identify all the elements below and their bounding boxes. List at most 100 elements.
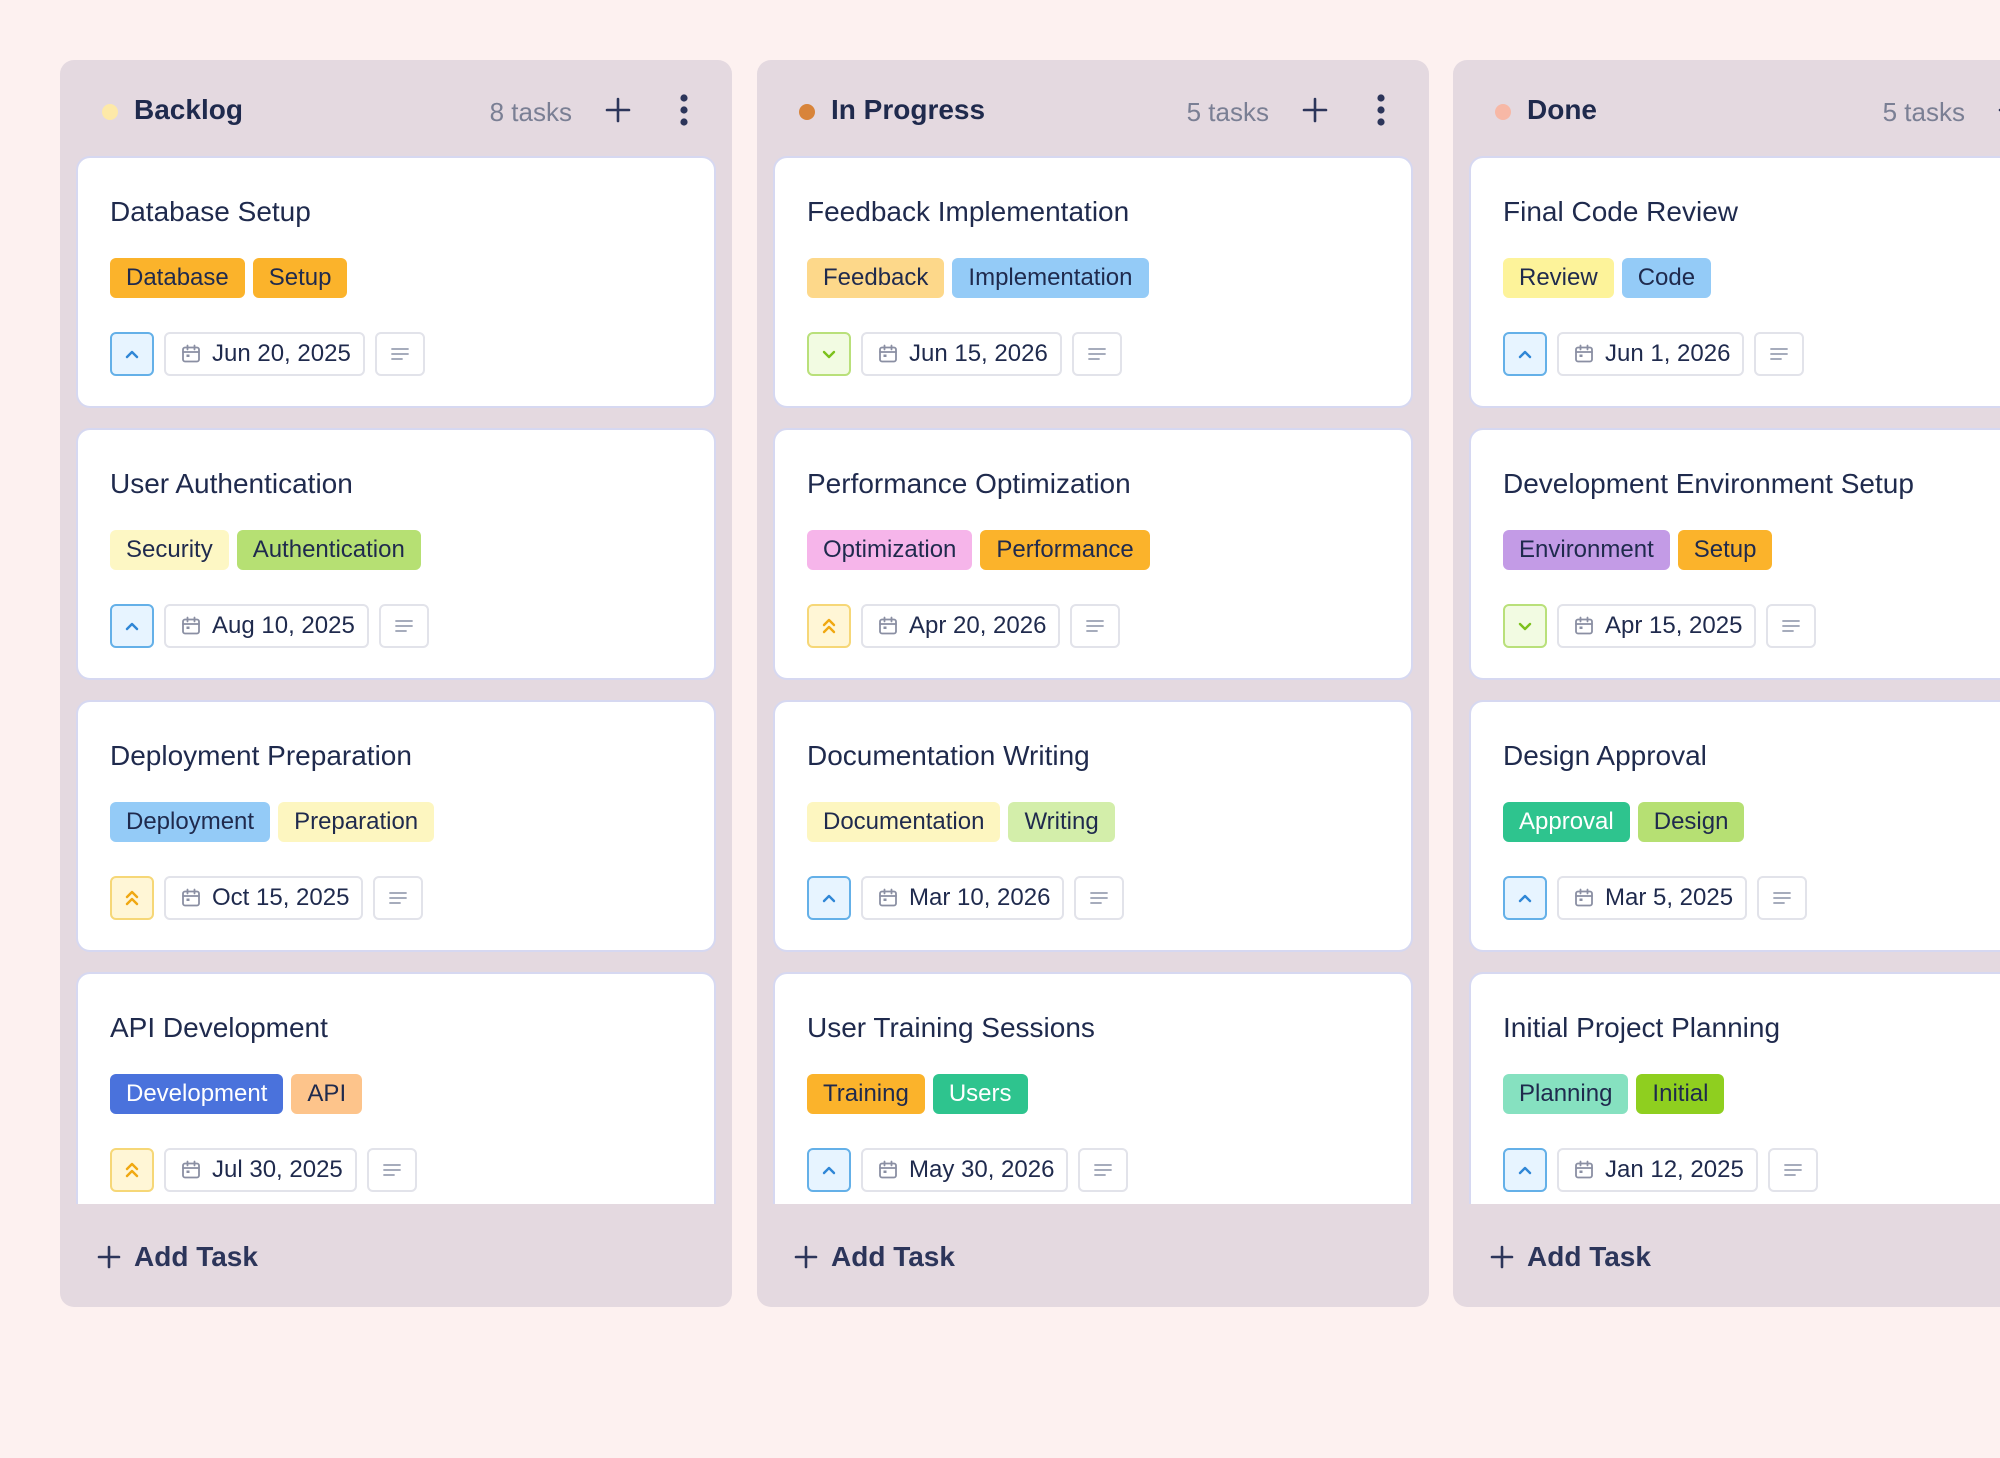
task-card[interactable]: User Training Sessions Training Users May 3…: [773, 972, 1413, 1204]
plus-icon: [1302, 97, 1328, 123]
column-done: Done 5 tasks Final Code Review Review Code…: [1453, 60, 2000, 1307]
due-date-button[interactable]: Jan 12, 2025: [1557, 1148, 1758, 1192]
calendar-icon: [1573, 887, 1595, 909]
due-date: Jul 30, 2025: [212, 1156, 343, 1183]
due-date: Mar 10, 2026: [909, 884, 1051, 911]
priority-button[interactable]: [110, 876, 154, 920]
calendar-icon: [1573, 615, 1595, 637]
column-header: Backlog 8 tasks: [60, 60, 732, 158]
tag: Optimization: [807, 530, 973, 570]
description-button[interactable]: [1767, 1148, 1818, 1192]
description-button[interactable]: [378, 604, 429, 648]
due-date-button[interactable]: Aug 10, 2025: [164, 604, 369, 648]
priority-button[interactable]: [1503, 1148, 1547, 1192]
priority-button[interactable]: [807, 876, 851, 920]
task-card[interactable]: User Authentication Security Authenticatio…: [76, 428, 716, 680]
card-meta: May 30, 2026: [807, 1148, 1129, 1192]
description-button[interactable]: [1754, 332, 1805, 376]
due-date-button[interactable]: Jul 30, 2025: [164, 1148, 357, 1192]
description-button[interactable]: [1074, 876, 1125, 920]
chevron-up-icon: [819, 888, 839, 908]
due-date-button[interactable]: Apr 20, 2026: [861, 604, 1061, 648]
tag: Planning: [1503, 1074, 1629, 1114]
tag: Performance: [980, 530, 1150, 570]
chevron-up-icon: [819, 1160, 839, 1180]
description-icon: [1772, 890, 1792, 906]
tag: Database: [110, 258, 245, 298]
task-card[interactable]: Design Approval Approval Design Mar 5, 2025: [1469, 700, 2000, 952]
tag-list: Review Code: [1503, 258, 1712, 298]
card-title: API Development: [110, 1012, 328, 1043]
column-menu-button[interactable]: [674, 90, 694, 130]
due-date-button[interactable]: Apr 15, 2025: [1557, 604, 1757, 648]
tag-list: Optimization Performance: [807, 530, 1150, 570]
tag: Documentation: [807, 802, 1001, 842]
card-meta: Jun 15, 2026: [807, 332, 1122, 376]
due-date: Jun 15, 2026: [909, 340, 1048, 367]
card-meta: Mar 10, 2026: [807, 876, 1125, 920]
description-button[interactable]: [1071, 332, 1122, 376]
task-card[interactable]: Initial Project Planning Planning Initial J…: [1469, 972, 2000, 1204]
due-date-button[interactable]: May 30, 2026: [861, 1148, 1069, 1192]
task-card[interactable]: Performance Optimization Optimization Perf…: [773, 428, 1413, 680]
task-card[interactable]: API Development Development API Jul 30, 202…: [76, 972, 716, 1204]
calendar-icon: [180, 343, 202, 365]
due-date-button[interactable]: Jun 20, 2025: [164, 332, 365, 376]
description-button[interactable]: [1070, 604, 1121, 648]
due-date-button[interactable]: Mar 10, 2026: [861, 876, 1065, 920]
chevron-down-icon: [819, 344, 839, 364]
description-button[interactable]: [1766, 604, 1817, 648]
add-task-label: Add Task: [1527, 1241, 1651, 1272]
add-card-button[interactable]: [1993, 90, 2000, 130]
task-card[interactable]: Final Code Review Review Code Jun 1, 2026: [1469, 156, 2000, 408]
task-card[interactable]: Documentation Writing Documentation Writin…: [773, 700, 1413, 952]
tag-list: Training Users: [807, 1074, 1028, 1114]
priority-button[interactable]: [110, 332, 154, 376]
card-meta: Jun 1, 2026: [1503, 332, 1805, 376]
column-menu-button[interactable]: [1371, 90, 1391, 130]
task-card[interactable]: Development Environment Setup Environment…: [1469, 428, 2000, 680]
description-button[interactable]: [366, 1148, 417, 1192]
chevron-up-icon: [122, 616, 142, 636]
add-task-button[interactable]: Add Task: [96, 1241, 258, 1273]
task-card[interactable]: Feedback Implementation Feedback Implement…: [773, 156, 1413, 408]
add-task-button[interactable]: Add Task: [1489, 1241, 1651, 1273]
due-date: Aug 10, 2025: [212, 612, 355, 639]
description-button[interactable]: [373, 876, 424, 920]
calendar-icon: [1573, 343, 1595, 365]
priority-button[interactable]: [807, 604, 851, 648]
priority-button[interactable]: [1503, 604, 1547, 648]
tag: Setup: [1677, 530, 1773, 570]
priority-button[interactable]: [807, 1148, 851, 1192]
tag: Code: [1621, 258, 1712, 298]
due-date-button[interactable]: Jun 1, 2026: [1557, 332, 1745, 376]
due-date-button[interactable]: Jun 15, 2026: [861, 332, 1062, 376]
priority-button[interactable]: [1503, 332, 1547, 376]
tag-list: Development API: [110, 1074, 363, 1114]
task-card[interactable]: Database Setup Database Setup Jun 20, 2025: [76, 156, 716, 408]
double-chevron-up-icon: [122, 887, 142, 909]
due-date-button[interactable]: Oct 15, 2025: [164, 876, 364, 920]
tag: Writing: [1008, 802, 1115, 842]
priority-button[interactable]: [110, 604, 154, 648]
card-list: Database Setup Database Setup Jun 20, 2025 U…: [76, 156, 716, 1204]
add-task-button[interactable]: Add Task: [793, 1241, 955, 1273]
tag-list: Documentation Writing: [807, 802, 1115, 842]
card-title: Initial Project Planning: [1503, 1012, 1781, 1043]
status-dot: [1495, 104, 1511, 120]
add-card-button[interactable]: [1297, 90, 1333, 130]
card-list: Final Code Review Review Code Jun 1, 2026 De…: [1469, 156, 2000, 1204]
priority-button[interactable]: [807, 332, 851, 376]
description-button[interactable]: [1078, 1148, 1129, 1192]
add-card-button[interactable]: [600, 90, 636, 130]
priority-button[interactable]: [110, 1148, 154, 1192]
priority-button[interactable]: [1503, 876, 1547, 920]
task-count: 8 tasks: [489, 97, 572, 127]
description-button[interactable]: [374, 332, 425, 376]
task-card[interactable]: Deployment Preparation Deployment Preparat…: [76, 700, 716, 952]
due-date-button[interactable]: Mar 5, 2025: [1557, 876, 1748, 920]
description-button[interactable]: [1757, 876, 1808, 920]
due-date: Jun 1, 2026: [1605, 340, 1731, 367]
due-date: Apr 15, 2025: [1605, 612, 1743, 639]
column-title: Backlog: [134, 94, 243, 125]
